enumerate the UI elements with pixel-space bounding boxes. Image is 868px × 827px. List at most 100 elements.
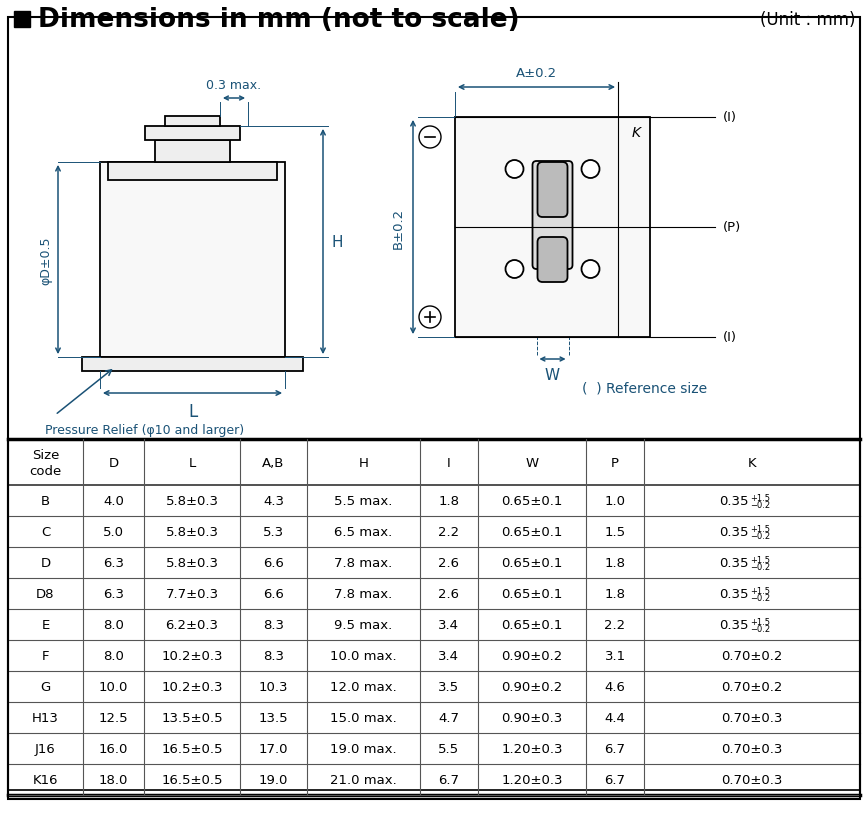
Text: 6.6: 6.6: [263, 557, 284, 570]
Text: 0.70±0.3: 0.70±0.3: [721, 773, 783, 786]
Bar: [100, 163, 285, 357]
Text: 8.3: 8.3: [263, 619, 284, 632]
Text: 6.2±0.3: 6.2±0.3: [166, 619, 219, 632]
Text: 8.3: 8.3: [263, 649, 284, 662]
Text: 0.35: 0.35: [719, 619, 748, 632]
Text: 6.3: 6.3: [103, 557, 124, 570]
Circle shape: [582, 261, 600, 279]
Text: 17.0: 17.0: [259, 742, 288, 755]
Text: (  ) Reference size: ( ) Reference size: [582, 380, 707, 394]
Circle shape: [505, 160, 523, 179]
Text: K: K: [631, 126, 641, 140]
Text: 5.8±0.3: 5.8±0.3: [166, 526, 219, 538]
Text: K16: K16: [33, 773, 58, 786]
Text: 4.4: 4.4: [605, 711, 626, 724]
Text: 5.0: 5.0: [103, 526, 124, 538]
Text: 4.7: 4.7: [438, 711, 459, 724]
Text: B±0.2: B±0.2: [392, 208, 405, 248]
Text: +1.5: +1.5: [750, 494, 770, 502]
Text: 9.5 max.: 9.5 max.: [334, 619, 392, 632]
Text: 10.3: 10.3: [259, 681, 288, 693]
Text: 6.5 max.: 6.5 max.: [334, 526, 392, 538]
Text: 0.65±0.1: 0.65±0.1: [502, 619, 562, 632]
Text: 4.3: 4.3: [263, 495, 284, 508]
Text: F: F: [42, 649, 49, 662]
Text: (I): (I): [723, 112, 737, 124]
Text: 5.5: 5.5: [438, 742, 459, 755]
Text: W: W: [525, 457, 538, 469]
Text: D: D: [108, 457, 119, 469]
Circle shape: [582, 160, 600, 179]
Text: (I): (I): [723, 331, 737, 344]
Text: 19.0 max.: 19.0 max.: [330, 742, 397, 755]
Text: 2.2: 2.2: [604, 619, 626, 632]
Text: φD±0.5: φD±0.5: [39, 236, 52, 284]
Text: 0.35: 0.35: [719, 526, 748, 538]
Text: 5.8±0.3: 5.8±0.3: [166, 495, 219, 508]
Text: H: H: [358, 457, 368, 469]
Text: 0.70±0.3: 0.70±0.3: [721, 711, 783, 724]
Text: 12.5: 12.5: [99, 711, 128, 724]
Text: 0.3 max.: 0.3 max.: [207, 79, 261, 92]
FancyBboxPatch shape: [537, 163, 568, 218]
Text: L: L: [188, 457, 195, 469]
Text: 4.6: 4.6: [605, 681, 626, 693]
Text: 1.8: 1.8: [438, 495, 459, 508]
Text: 8.0: 8.0: [103, 649, 124, 662]
Text: 16.0: 16.0: [99, 742, 128, 755]
Text: J16: J16: [35, 742, 56, 755]
Text: 6.3: 6.3: [103, 587, 124, 600]
Text: +1.5: +1.5: [750, 524, 770, 533]
Text: D8: D8: [36, 587, 55, 600]
Text: 6.6: 6.6: [263, 587, 284, 600]
Text: 6.7: 6.7: [604, 773, 626, 786]
Text: K: K: [748, 457, 757, 469]
Text: 0.65±0.1: 0.65±0.1: [502, 557, 562, 570]
Bar: [82, 357, 303, 371]
Bar: [155, 141, 230, 163]
Text: 0.35: 0.35: [719, 495, 748, 508]
Text: E: E: [42, 619, 49, 632]
Text: 7.7±0.3: 7.7±0.3: [166, 587, 219, 600]
Text: −0.2: −0.2: [750, 562, 770, 571]
Text: −0.2: −0.2: [750, 500, 770, 509]
Circle shape: [419, 307, 441, 328]
Text: 2.6: 2.6: [438, 587, 459, 600]
Text: 5.3: 5.3: [263, 526, 284, 538]
Text: 3.5: 3.5: [438, 681, 459, 693]
Text: 10.0: 10.0: [99, 681, 128, 693]
Text: 6.7: 6.7: [604, 742, 626, 755]
Text: (Unit : mm): (Unit : mm): [760, 11, 856, 29]
Text: 0.90±0.2: 0.90±0.2: [502, 649, 562, 662]
Text: 0.65±0.1: 0.65±0.1: [502, 495, 562, 508]
Text: 0.90±0.3: 0.90±0.3: [502, 711, 562, 724]
Text: 0.70±0.3: 0.70±0.3: [721, 742, 783, 755]
Text: 15.0 max.: 15.0 max.: [330, 711, 397, 724]
Text: 2.6: 2.6: [438, 557, 459, 570]
Text: 0.70±0.2: 0.70±0.2: [721, 681, 783, 693]
Text: 7.8 max.: 7.8 max.: [334, 587, 392, 600]
Text: 1.20±0.3: 1.20±0.3: [501, 773, 562, 786]
Text: 10.2±0.3: 10.2±0.3: [161, 681, 223, 693]
Text: 12.0 max.: 12.0 max.: [330, 681, 397, 693]
Text: 18.0: 18.0: [99, 773, 128, 786]
Text: 13.5±0.5: 13.5±0.5: [161, 711, 223, 724]
Text: 5.5 max.: 5.5 max.: [334, 495, 392, 508]
Text: H: H: [331, 235, 343, 250]
Text: 13.5: 13.5: [259, 711, 288, 724]
Bar: [108, 163, 277, 181]
Text: −0.2: −0.2: [750, 531, 770, 540]
Text: (P): (P): [723, 222, 741, 234]
Text: 0.90±0.2: 0.90±0.2: [502, 681, 562, 693]
Text: W: W: [545, 367, 560, 383]
Text: 3.4: 3.4: [438, 649, 459, 662]
Text: L: L: [187, 403, 197, 420]
Text: C: C: [41, 526, 50, 538]
Text: +1.5: +1.5: [750, 586, 770, 595]
Text: P: P: [611, 457, 619, 469]
Text: I: I: [447, 457, 450, 469]
Text: 4.0: 4.0: [103, 495, 124, 508]
Text: 0.35: 0.35: [719, 557, 748, 570]
Text: 8.0: 8.0: [103, 619, 124, 632]
FancyBboxPatch shape: [532, 162, 573, 270]
